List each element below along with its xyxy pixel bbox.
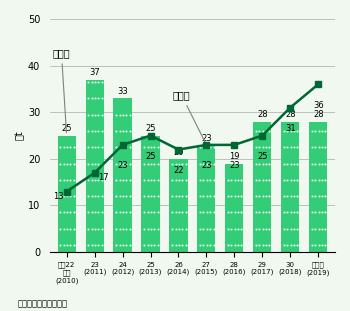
Text: 31: 31 [285, 124, 296, 133]
Bar [113, 98, 132, 252]
Text: 23: 23 [201, 161, 212, 170]
Bar [85, 80, 104, 252]
Bar [169, 159, 188, 252]
Text: 13: 13 [53, 192, 64, 201]
Text: 37: 37 [89, 68, 100, 77]
Text: 23: 23 [229, 161, 240, 170]
Text: 需要量: 需要量 [173, 90, 205, 142]
Bar [309, 122, 327, 252]
Text: 28: 28 [257, 110, 268, 119]
Text: 19: 19 [229, 152, 240, 161]
Text: 28: 28 [285, 110, 296, 119]
Text: 生産量: 生産量 [52, 48, 70, 133]
Text: 20: 20 [173, 147, 184, 156]
Text: 25: 25 [145, 152, 156, 161]
Text: 資料：農林水産省作成: 資料：農林水産省作成 [18, 299, 68, 308]
Bar [281, 122, 299, 252]
Text: 36: 36 [313, 100, 324, 109]
Text: 33: 33 [117, 87, 128, 96]
Text: 17: 17 [98, 173, 108, 182]
Text: 22: 22 [173, 166, 184, 175]
Text: 28: 28 [313, 110, 323, 119]
Text: 25: 25 [145, 124, 156, 133]
Text: 23: 23 [201, 133, 212, 142]
Bar [253, 122, 271, 252]
Y-axis label: 千t: 千t [15, 131, 25, 141]
Text: 25: 25 [61, 124, 72, 133]
Bar [225, 164, 244, 252]
Text: 25: 25 [257, 152, 267, 161]
Text: 23: 23 [117, 161, 128, 170]
Bar [57, 136, 76, 252]
Bar [197, 145, 216, 252]
Bar [141, 136, 160, 252]
